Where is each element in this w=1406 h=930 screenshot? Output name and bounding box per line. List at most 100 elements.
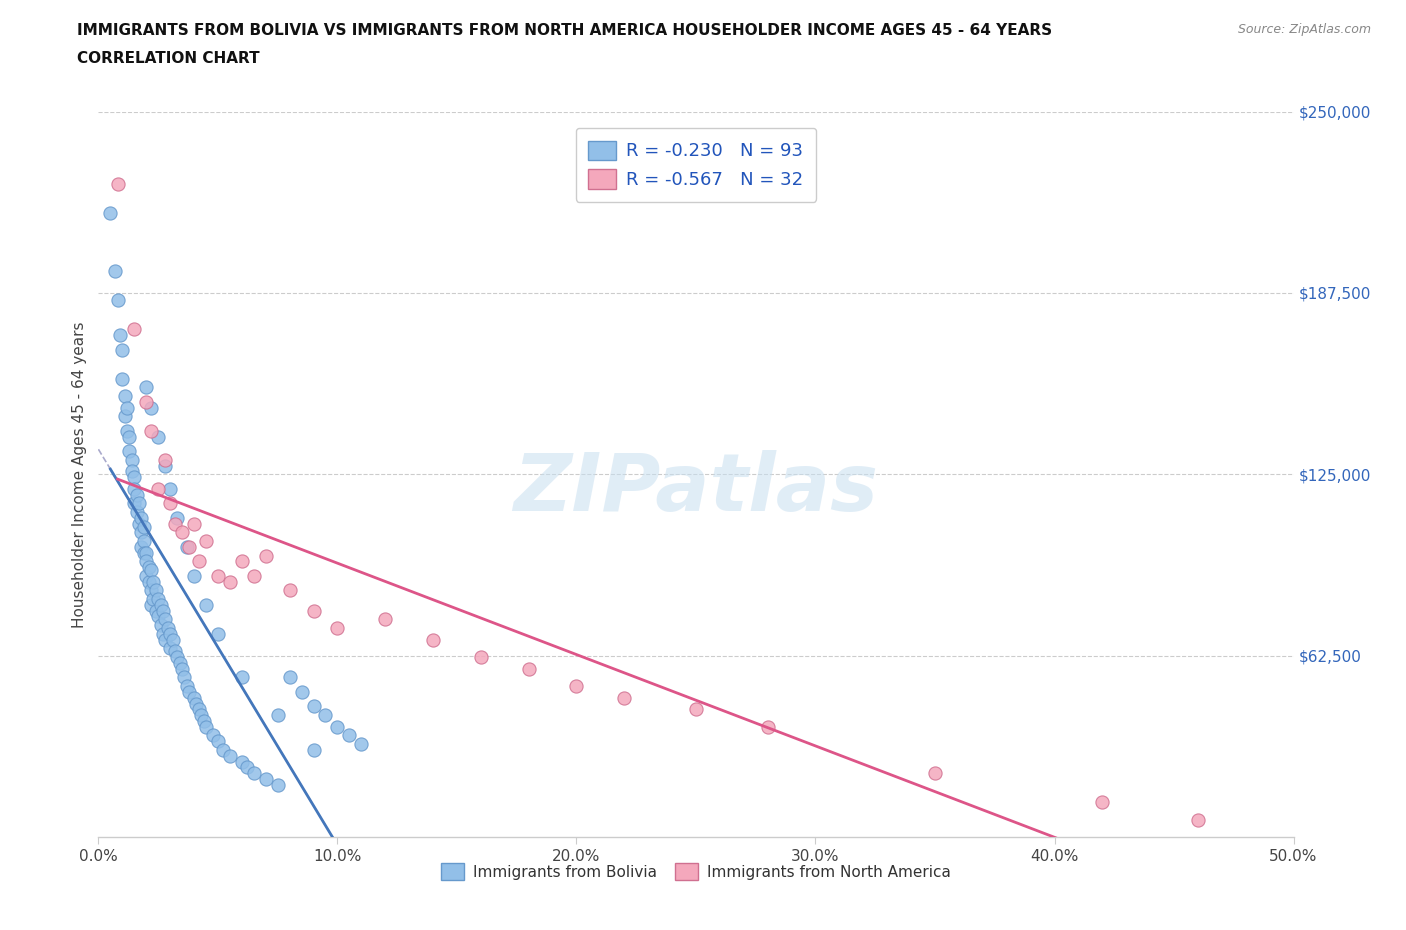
Point bbox=[139, 400, 162, 415]
Point bbox=[176, 539, 198, 554]
Point bbox=[166, 511, 188, 525]
Point bbox=[142, 574, 165, 589]
Text: CORRELATION CHART: CORRELATION CHART bbox=[77, 51, 260, 66]
Point bbox=[131, 525, 153, 539]
Point bbox=[1187, 812, 1209, 827]
Point bbox=[139, 583, 162, 598]
Text: IMMIGRANTS FROM BOLIVIA VS IMMIGRANTS FROM NORTH AMERICA HOUSEHOLDER INCOME AGES: IMMIGRANTS FROM BOLIVIA VS IMMIGRANTS FR… bbox=[77, 23, 1053, 38]
Point bbox=[155, 452, 177, 467]
Point bbox=[315, 708, 337, 723]
Point bbox=[685, 702, 707, 717]
Point bbox=[162, 632, 184, 647]
Point bbox=[114, 389, 136, 404]
Point bbox=[138, 560, 160, 575]
Point bbox=[302, 742, 325, 757]
Point bbox=[152, 604, 174, 618]
Point bbox=[267, 777, 290, 792]
Point bbox=[118, 429, 141, 444]
Point bbox=[613, 690, 636, 705]
Point bbox=[115, 423, 138, 438]
Point bbox=[159, 496, 181, 511]
Point bbox=[159, 482, 181, 497]
Point bbox=[193, 713, 215, 728]
Point bbox=[187, 702, 209, 717]
Point bbox=[155, 458, 177, 473]
Text: ZIPatlas: ZIPatlas bbox=[513, 450, 879, 528]
Point bbox=[186, 696, 208, 711]
Point bbox=[148, 482, 170, 497]
Point bbox=[243, 568, 266, 583]
Point bbox=[111, 371, 134, 386]
Point bbox=[267, 708, 290, 723]
Point bbox=[132, 534, 155, 549]
Point bbox=[172, 661, 194, 676]
Point bbox=[125, 487, 148, 502]
Point bbox=[149, 597, 172, 612]
Point bbox=[135, 379, 157, 394]
Point bbox=[302, 699, 325, 714]
Point bbox=[108, 327, 131, 342]
Point bbox=[124, 496, 146, 511]
Point bbox=[211, 742, 233, 757]
Point bbox=[350, 737, 373, 751]
Point bbox=[107, 177, 129, 192]
Point bbox=[207, 627, 229, 642]
Point bbox=[107, 293, 129, 308]
Point bbox=[179, 539, 201, 554]
Point bbox=[121, 464, 143, 479]
Point bbox=[131, 511, 153, 525]
Point bbox=[145, 604, 167, 618]
Point bbox=[339, 728, 361, 743]
Point bbox=[118, 444, 141, 458]
Point bbox=[148, 609, 170, 624]
Point bbox=[470, 650, 492, 665]
Point bbox=[159, 641, 181, 656]
Point bbox=[302, 604, 325, 618]
Point bbox=[517, 661, 540, 676]
Point bbox=[142, 591, 165, 606]
Point bbox=[278, 670, 301, 684]
Point bbox=[924, 765, 946, 780]
Point bbox=[207, 734, 229, 749]
Point bbox=[172, 525, 194, 539]
Point bbox=[374, 612, 396, 627]
Point bbox=[115, 400, 138, 415]
Point bbox=[231, 554, 253, 569]
Point bbox=[124, 470, 146, 485]
Point bbox=[131, 539, 153, 554]
Point bbox=[149, 618, 172, 632]
Point bbox=[135, 545, 157, 560]
Point bbox=[159, 627, 181, 642]
Point bbox=[243, 765, 266, 780]
Point bbox=[148, 591, 170, 606]
Point bbox=[231, 754, 253, 769]
Point bbox=[326, 620, 349, 635]
Point bbox=[111, 342, 134, 357]
Point bbox=[132, 545, 155, 560]
Point bbox=[128, 516, 150, 531]
Point bbox=[148, 429, 170, 444]
Point bbox=[291, 684, 314, 699]
Point bbox=[326, 719, 349, 734]
Point bbox=[139, 597, 162, 612]
Point bbox=[195, 534, 218, 549]
Point bbox=[187, 554, 209, 569]
Point bbox=[155, 612, 177, 627]
Point bbox=[195, 719, 218, 734]
Point bbox=[152, 627, 174, 642]
Point bbox=[98, 206, 122, 220]
Point bbox=[195, 597, 218, 612]
Point bbox=[278, 583, 301, 598]
Point bbox=[135, 554, 157, 569]
Point bbox=[145, 583, 167, 598]
Point bbox=[183, 690, 205, 705]
Point bbox=[156, 620, 179, 635]
Point bbox=[128, 496, 150, 511]
Point bbox=[190, 708, 212, 723]
Point bbox=[219, 749, 242, 764]
Point bbox=[139, 423, 162, 438]
Y-axis label: Householder Income Ages 45 - 64 years: Householder Income Ages 45 - 64 years bbox=[72, 321, 87, 628]
Point bbox=[124, 482, 146, 497]
Point bbox=[138, 574, 160, 589]
Point bbox=[125, 505, 148, 520]
